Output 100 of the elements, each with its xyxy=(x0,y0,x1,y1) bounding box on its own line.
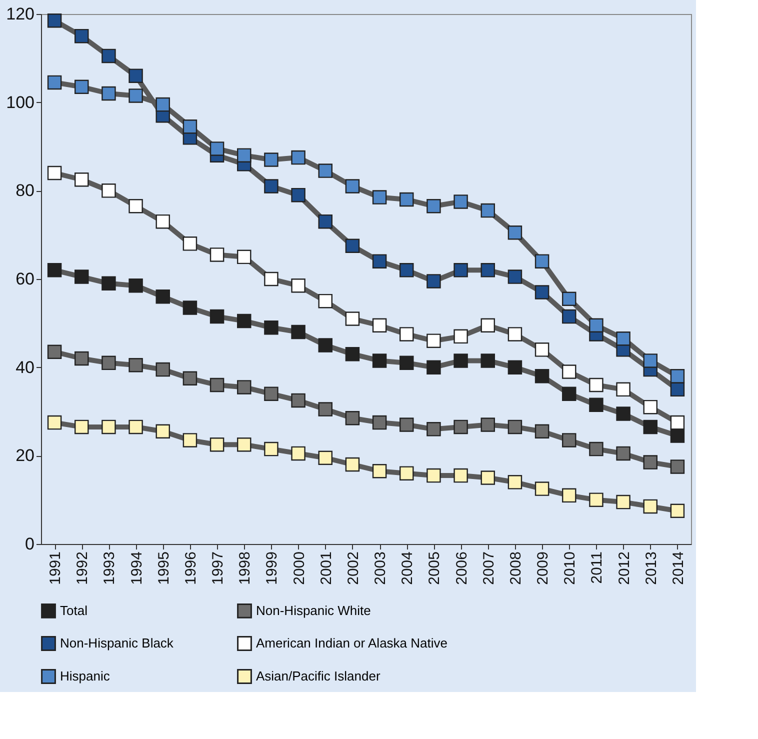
point xyxy=(589,318,604,332)
point xyxy=(345,312,360,326)
point xyxy=(562,386,576,401)
point xyxy=(534,342,550,357)
point xyxy=(210,309,224,324)
point xyxy=(102,48,116,64)
point xyxy=(345,238,360,253)
x-tick-label: 2001 xyxy=(318,552,335,585)
point xyxy=(534,482,550,496)
point xyxy=(643,455,658,470)
x-tick-label: 2003 xyxy=(372,552,390,585)
point xyxy=(128,358,143,372)
y-tick-label: 120 xyxy=(6,4,34,24)
x-tick-label: 2000 xyxy=(290,552,308,585)
point xyxy=(562,364,576,379)
point xyxy=(480,418,495,432)
point xyxy=(372,415,387,430)
point xyxy=(534,285,550,300)
point xyxy=(454,263,468,278)
point xyxy=(182,236,198,251)
point xyxy=(156,362,170,377)
x-tick-label: 1992 xyxy=(74,552,92,585)
point xyxy=(237,314,252,328)
point xyxy=(508,226,522,240)
x-tick-label: 2010 xyxy=(562,552,579,585)
point xyxy=(47,415,62,430)
y-tick-label: 0 xyxy=(25,534,34,554)
point xyxy=(264,272,278,286)
point xyxy=(508,475,522,490)
point xyxy=(345,411,360,426)
point xyxy=(562,433,576,448)
point xyxy=(47,14,62,28)
point xyxy=(670,504,685,518)
point xyxy=(480,263,495,278)
x-tick-label: 2011 xyxy=(588,552,606,584)
point xyxy=(318,294,332,308)
point xyxy=(508,360,522,374)
point xyxy=(345,179,360,194)
point xyxy=(400,356,414,370)
point xyxy=(562,292,576,306)
point xyxy=(318,214,332,229)
point xyxy=(643,499,658,514)
x-tick-label: 2004 xyxy=(399,552,416,585)
point xyxy=(372,190,387,204)
y-tick-label: 80 xyxy=(16,181,34,200)
point xyxy=(210,142,224,156)
point xyxy=(454,468,468,483)
point xyxy=(237,438,252,452)
point xyxy=(372,464,387,478)
point xyxy=(589,492,604,507)
point xyxy=(102,420,116,434)
point xyxy=(616,446,630,461)
point xyxy=(128,68,143,83)
point xyxy=(182,300,198,315)
point xyxy=(264,179,278,194)
x-tick-label: 1999 xyxy=(264,552,281,585)
point xyxy=(237,250,252,264)
point xyxy=(182,371,198,386)
point xyxy=(128,420,143,434)
legend-label: Hispanic xyxy=(60,668,110,684)
point xyxy=(156,424,170,438)
point xyxy=(508,327,522,342)
point xyxy=(237,148,252,162)
x-tick-label: 1991 xyxy=(47,552,64,585)
point xyxy=(47,75,62,90)
point xyxy=(616,382,630,397)
point xyxy=(372,318,387,332)
point xyxy=(47,263,62,278)
point xyxy=(508,420,522,434)
point xyxy=(264,442,278,456)
point xyxy=(534,254,550,268)
point xyxy=(562,309,576,324)
point xyxy=(454,329,468,344)
legend-label: Non-Hispanic White xyxy=(256,602,371,618)
point xyxy=(102,86,116,101)
point xyxy=(74,28,89,44)
point xyxy=(670,428,685,443)
x-tick-label: 1997 xyxy=(210,552,227,585)
y-tick-label: 40 xyxy=(16,358,34,377)
x-tick-label: 2005 xyxy=(426,552,444,585)
point xyxy=(372,254,387,268)
point xyxy=(291,278,306,293)
point xyxy=(480,318,495,332)
point xyxy=(400,327,414,342)
point xyxy=(74,420,89,434)
point xyxy=(454,354,468,368)
legend-label: Non-Hispanic Black xyxy=(60,636,174,650)
point xyxy=(128,278,143,293)
point xyxy=(182,433,198,448)
point xyxy=(318,338,332,352)
x-tick-label: 2007 xyxy=(480,552,498,585)
point xyxy=(400,263,414,278)
x-tick-label: 2008 xyxy=(507,552,524,585)
point xyxy=(47,344,62,359)
point xyxy=(182,120,198,134)
point xyxy=(156,290,170,304)
point xyxy=(589,442,604,456)
point xyxy=(534,369,550,384)
point xyxy=(400,466,414,480)
point xyxy=(74,351,89,366)
